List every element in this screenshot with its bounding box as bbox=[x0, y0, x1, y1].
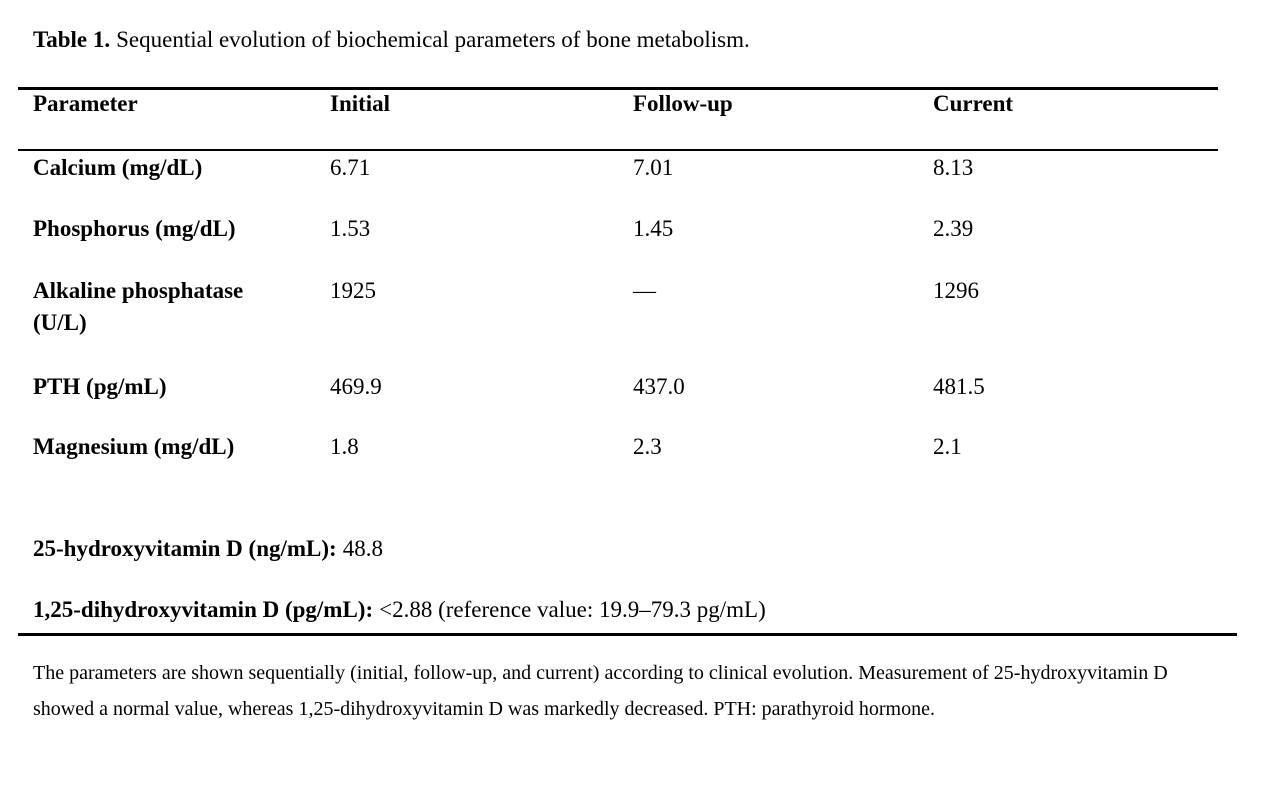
vitamin-d-25-line: 25-hydroxyvitamin D (ng/mL): 48.8 bbox=[33, 533, 383, 565]
column-header-parameter: Parameter bbox=[33, 91, 138, 116]
table-caption-label: Table 1. bbox=[33, 27, 111, 52]
vitamin-d-25-value: 48.8 bbox=[342, 536, 383, 561]
table-header-rule bbox=[18, 149, 1218, 151]
row-current-value: 8.13 bbox=[933, 155, 974, 180]
row-follow-up-value: 7.01 bbox=[633, 155, 674, 180]
table-caption: Table 1. Sequential evolution of biochemi… bbox=[33, 26, 750, 54]
row-current-value: 2.39 bbox=[933, 216, 974, 241]
table-caption-text: Sequential evolution of biochemical para… bbox=[116, 27, 750, 52]
row-follow-up-value: 1.45 bbox=[633, 216, 674, 241]
row-initial-value: 1925 bbox=[330, 278, 376, 303]
row-parameter: Calcium (mg/dL) bbox=[33, 155, 203, 180]
row-parameter: Phosphorus (mg/dL) bbox=[33, 216, 236, 241]
row-current-value: 2.1 bbox=[933, 434, 962, 459]
column-header-follow-up: Follow-up bbox=[633, 91, 733, 116]
row-parameter: Alkaline phosphatase (U/L) bbox=[33, 278, 244, 335]
table-footnote: The parameters are shown sequentially (i… bbox=[33, 662, 1168, 720]
vitamin-d-125-value: <2.88 (reference value: 19.9–79.3 pg/mL) bbox=[379, 597, 766, 622]
row-parameter: Magnesium (mg/dL) bbox=[33, 434, 235, 459]
row-initial-value: 6.71 bbox=[330, 155, 371, 180]
row-follow-up-value: 437.0 bbox=[633, 374, 685, 399]
vitamin-d-125-label: 1,25-dihydroxyvitamin D (pg/mL): bbox=[33, 597, 374, 622]
row-follow-up-value: 2.3 bbox=[633, 434, 662, 459]
row-follow-up-value: — bbox=[633, 278, 656, 303]
row-initial-value: 1.53 bbox=[330, 216, 371, 241]
row-initial-value: 469.9 bbox=[330, 374, 382, 399]
vitamin-d-125-line: 1,25-dihydroxyvitamin D (pg/mL): <2.88 (r… bbox=[33, 594, 766, 626]
column-header-initial: Initial bbox=[330, 91, 391, 116]
row-current-value: 481.5 bbox=[933, 374, 985, 399]
row-current-value: 1296 bbox=[933, 278, 979, 303]
table-top-rule bbox=[18, 87, 1218, 90]
row-initial-value: 1.8 bbox=[330, 434, 359, 459]
row-parameter: PTH (pg/mL) bbox=[33, 374, 167, 399]
table-bottom-rule bbox=[18, 633, 1237, 636]
column-header-current: Current bbox=[933, 91, 1014, 116]
vitamin-d-25-label: 25-hydroxyvitamin D (ng/mL): bbox=[33, 536, 337, 561]
